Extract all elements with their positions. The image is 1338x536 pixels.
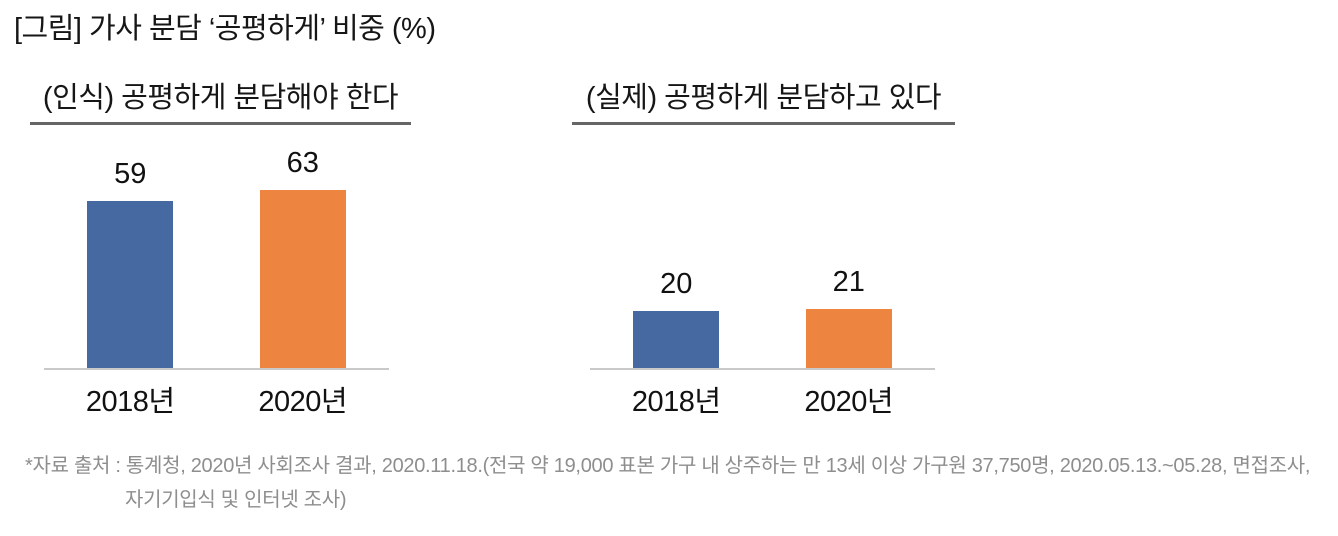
right-chart-plot-area: 20 2018년 21 2020년 (590, 140, 936, 418)
source-note: *자료 출처 : 통계청, 2020년 사회조사 결과, 2020.11.18.… (25, 449, 1310, 517)
left-chart-plot-area: 59 2018년 63 2020년 (44, 140, 390, 418)
bar-2020년 (805, 309, 892, 368)
right-chart-title: (실제) 공평하게 분담하고 있다 (572, 80, 955, 125)
x-axis-label: 2018년 (85, 386, 175, 418)
bar-group-2020년: 21 2020년 (763, 140, 936, 418)
figure-title: [그림] 가사 분담 ‘공평하게’ 비중 (%) (14, 13, 436, 45)
bar-value-label: 63 (286, 147, 319, 179)
bar-2018년 (633, 311, 720, 368)
x-axis-label: 2018년 (631, 386, 721, 418)
x-axis-line (44, 368, 389, 370)
x-axis-label: 2020년 (804, 386, 894, 418)
left-chart-title: (인식) 공평하게 분담해야 한다 (30, 80, 411, 125)
bar-group-2018년: 20 2018년 (590, 140, 763, 418)
x-axis-line (590, 368, 935, 370)
bar-value-label: 59 (114, 158, 147, 190)
bar-2018년 (87, 201, 174, 368)
bar-value-label: 21 (832, 266, 865, 298)
x-axis-label: 2020년 (258, 386, 348, 418)
bar-group-2018년: 59 2018년 (44, 140, 217, 418)
bar-value-label: 20 (660, 268, 693, 300)
bar-group-2020년: 63 2020년 (217, 140, 390, 418)
source-note-line-2: 자기기입식 및 인터넷 조사) (125, 489, 347, 511)
source-note-line-1: *자료 출처 : 통계청, 2020년 사회조사 결과, 2020.11.18.… (25, 455, 1311, 477)
bar-2020년 (259, 190, 346, 368)
